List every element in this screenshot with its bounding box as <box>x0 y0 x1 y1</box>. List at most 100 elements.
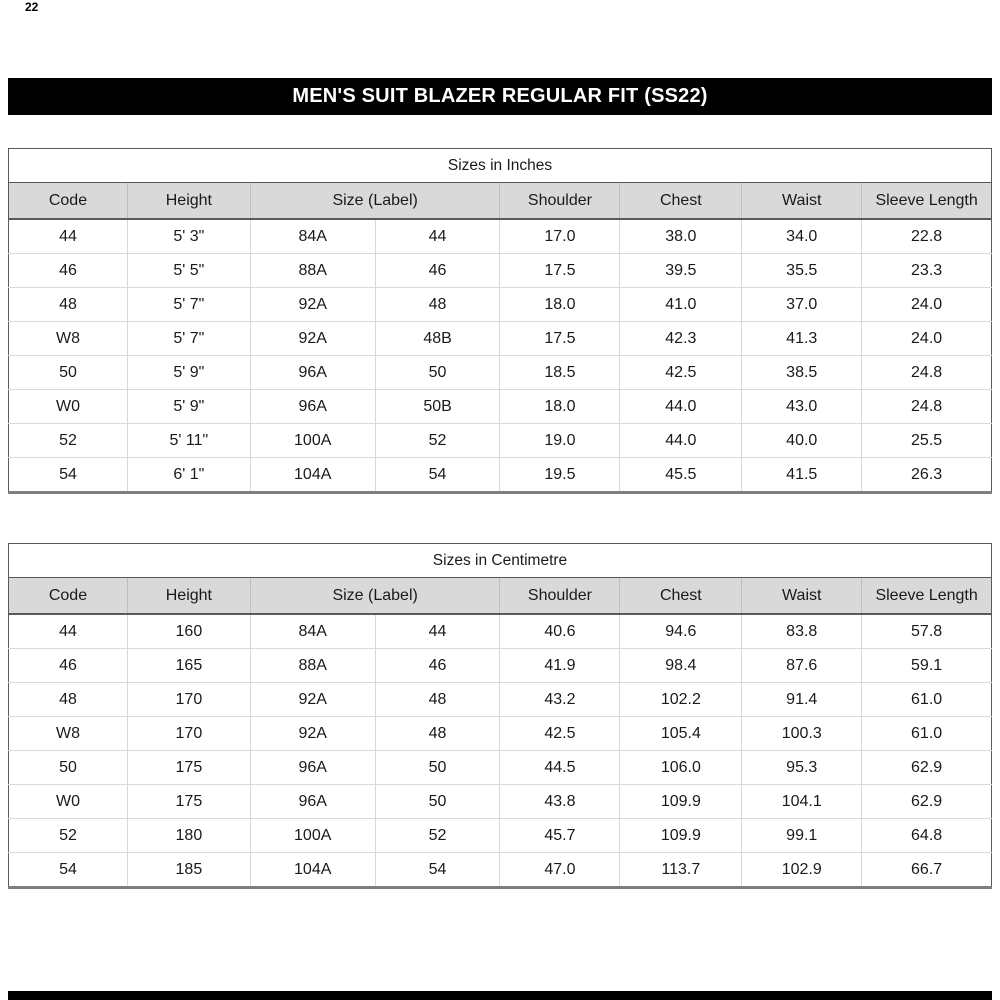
table-row: 54 6' 1" 104A 54 19.5 45.5 41.5 26.3 <box>8 457 992 493</box>
table-cell: 35.5 <box>741 253 863 288</box>
table-row: W0 5' 9" 96A 50B 18.0 44.0 43.0 24.8 <box>8 389 992 424</box>
column-header: Chest <box>619 182 743 220</box>
table-cell: 44.0 <box>619 389 743 424</box>
table-cell: 92A <box>250 682 376 717</box>
table-cell: W8 <box>8 321 128 356</box>
table-cell: 94.6 <box>619 614 743 649</box>
table-cell: 42.3 <box>619 321 743 356</box>
table-cell: 34.0 <box>741 219 863 254</box>
table-cell: 96A <box>250 750 376 785</box>
table-cell: 17.0 <box>499 219 621 254</box>
table-cell: 5' 11" <box>127 423 251 458</box>
size-table: Sizes in Inches Code Height Size (Label) Sho… <box>8 148 992 494</box>
table-caption-row: Sizes in Centimetre <box>8 543 992 578</box>
table-cell: 62.9 <box>861 784 992 819</box>
column-header: Waist <box>741 182 863 220</box>
table-cell: 23.3 <box>861 253 992 288</box>
table-cell: 105.4 <box>619 716 743 751</box>
table-cell: 18.0 <box>499 389 621 424</box>
table-cell: 48 <box>375 682 501 717</box>
table-cell: 44.0 <box>619 423 743 458</box>
table-cell: 42.5 <box>499 716 621 751</box>
table-caption: Sizes in Inches <box>8 148 992 183</box>
column-header: Size (Label) <box>250 182 501 220</box>
size-table-centimetre: Sizes in Centimetre Code Height Size (Label… <box>8 543 992 889</box>
table-cell: 6' 1" <box>127 457 251 493</box>
table-cell: 42.5 <box>619 355 743 390</box>
table-row: 50 5' 9" 96A 50 18.5 42.5 38.5 24.8 <box>8 355 992 390</box>
table-cell: 61.0 <box>861 716 992 751</box>
table-cell: 165 <box>127 648 251 683</box>
table-cell: 88A <box>250 253 376 288</box>
table-cell: 19.5 <box>499 457 621 493</box>
table-cell: 46 <box>375 648 501 683</box>
table-cell: 54 <box>8 457 128 493</box>
table-cell: 106.0 <box>619 750 743 785</box>
table-cell: 88A <box>250 648 376 683</box>
table-cell: 41.9 <box>499 648 621 683</box>
table-cell: 180 <box>127 818 251 853</box>
table-cell: 92A <box>250 716 376 751</box>
table-row: 46 165 88A 46 41.9 98.4 87.6 59.1 <box>8 648 992 683</box>
table-cell: 104A <box>250 852 376 888</box>
table-cell: 87.6 <box>741 648 863 683</box>
table-cell: 84A <box>250 614 376 649</box>
table-cell: 38.0 <box>619 219 743 254</box>
table-cell: 45.5 <box>619 457 743 493</box>
column-header: Height <box>127 577 251 615</box>
column-header: Sleeve Length <box>861 577 992 615</box>
table-cell: 44 <box>375 614 501 649</box>
table-cell: 52 <box>375 818 501 853</box>
page-corner-mark: 22 <box>25 0 39 14</box>
table-row: W0 175 96A 50 43.8 109.9 104.1 62.9 <box>8 784 992 819</box>
table-cell: 17.5 <box>499 321 621 356</box>
table-cell: 50B <box>375 389 501 424</box>
table-cell: 44 <box>375 219 501 254</box>
table-cell: 48 <box>375 287 501 322</box>
table-caption-row: Sizes in Inches <box>8 148 992 183</box>
table-cell: 98.4 <box>619 648 743 683</box>
table-cell: 100.3 <box>741 716 863 751</box>
column-header: Height <box>127 182 251 220</box>
table-row: W8 5' 7" 92A 48B 17.5 42.3 41.3 24.0 <box>8 321 992 356</box>
table-cell: 47.0 <box>499 852 621 888</box>
size-table-inches: Sizes in Inches Code Height Size (Label) Sho… <box>8 148 992 494</box>
table-cell: 104.1 <box>741 784 863 819</box>
table-cell: 5' 5" <box>127 253 251 288</box>
table-cell: 83.8 <box>741 614 863 649</box>
table-cell: 44 <box>8 614 128 649</box>
table-cell: 99.1 <box>741 818 863 853</box>
table-cell: 46 <box>375 253 501 288</box>
table-cell: 102.9 <box>741 852 863 888</box>
table-cell: 104A <box>250 457 376 493</box>
table-cell: 92A <box>250 321 376 356</box>
table-cell: 91.4 <box>741 682 863 717</box>
column-header: Sleeve Length <box>861 182 992 220</box>
table-cell: 52 <box>375 423 501 458</box>
table-cell: 41.3 <box>741 321 863 356</box>
table-cell: 26.3 <box>861 457 992 493</box>
column-header: Size (Label) <box>250 577 501 615</box>
table-cell: 92A <box>250 287 376 322</box>
table-cell: 43.0 <box>741 389 863 424</box>
column-header: Waist <box>741 577 863 615</box>
table-cell: 38.5 <box>741 355 863 390</box>
table-cell: 48 <box>375 716 501 751</box>
column-header: Shoulder <box>499 577 621 615</box>
size-table: Sizes in Centimetre Code Height Size (Label… <box>8 543 992 889</box>
table-cell: 41.5 <box>741 457 863 493</box>
table-cell: 62.9 <box>861 750 992 785</box>
table-cell: 96A <box>250 784 376 819</box>
table-row: 46 5' 5" 88A 46 17.5 39.5 35.5 23.3 <box>8 253 992 288</box>
table-cell: 37.0 <box>741 287 863 322</box>
column-header: Shoulder <box>499 182 621 220</box>
table-cell: 95.3 <box>741 750 863 785</box>
table-cell: 45.7 <box>499 818 621 853</box>
table-cell: 100A <box>250 818 376 853</box>
table-row: 54 185 104A 54 47.0 113.7 102.9 66.7 <box>8 852 992 888</box>
table-cell: 102.2 <box>619 682 743 717</box>
table-cell: 50 <box>375 750 501 785</box>
table-cell: 50 <box>375 355 501 390</box>
table-cell: 50 <box>375 784 501 819</box>
table-row: 52 180 100A 52 45.7 109.9 99.1 64.8 <box>8 818 992 853</box>
